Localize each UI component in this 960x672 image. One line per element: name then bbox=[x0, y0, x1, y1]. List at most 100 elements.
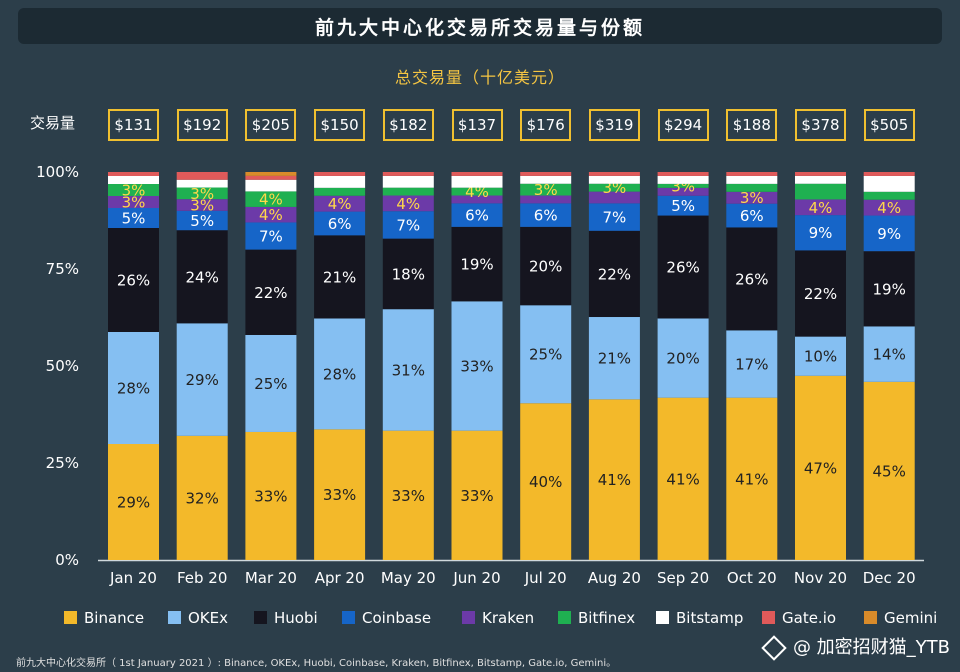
data-label: 6% bbox=[740, 207, 764, 225]
y-tick-label: 75% bbox=[46, 260, 79, 278]
legend-label: Kraken bbox=[482, 609, 534, 627]
bar-segment-coinbase bbox=[726, 203, 778, 228]
data-label: 4% bbox=[809, 199, 833, 217]
legend-swatch bbox=[656, 611, 669, 624]
legend-label: Gate.io bbox=[782, 609, 836, 627]
data-label: 19% bbox=[460, 256, 493, 274]
bar-segment-coinbase bbox=[108, 208, 159, 228]
data-label: 3% bbox=[190, 196, 214, 214]
footnote: 前九大中心化交易所（ 1st January 2021 ）: Binance, … bbox=[16, 658, 617, 669]
bar-segment-okex bbox=[657, 318, 709, 398]
data-label: 31% bbox=[392, 361, 425, 379]
data-label: 45% bbox=[873, 462, 906, 480]
bar-segment-kraken bbox=[863, 199, 915, 216]
bar-segment-huobi bbox=[863, 251, 915, 327]
legend-swatch bbox=[342, 611, 355, 624]
bar-segment-gate-io bbox=[176, 172, 228, 180]
bar-segment-okex bbox=[314, 318, 366, 430]
bar-segment-gate-io bbox=[795, 172, 846, 176]
x-tick-label: Sep 20 bbox=[657, 569, 709, 587]
bar-segment-bitstamp bbox=[176, 179, 228, 188]
data-label: 7% bbox=[396, 216, 420, 234]
watermark: @ 加密招财猫_YTB bbox=[761, 633, 950, 661]
bar-segment-coinbase bbox=[795, 215, 846, 251]
bar-segment-okex bbox=[108, 332, 159, 444]
bar-segment-kraken bbox=[108, 196, 159, 208]
volume-box: $205 bbox=[245, 109, 297, 141]
bar-segment-binance bbox=[451, 430, 503, 560]
bar-segment-binance bbox=[520, 403, 572, 560]
bar-segment-coinbase bbox=[588, 203, 640, 231]
bar-segment-bitfinex bbox=[176, 187, 228, 200]
bar-segment-coinbase bbox=[176, 210, 228, 231]
bar-segment-okex bbox=[245, 334, 297, 432]
y-tick-label: 50% bbox=[46, 357, 79, 375]
data-label: 6% bbox=[534, 207, 558, 225]
volume-box: $182 bbox=[382, 109, 434, 141]
chart-title: 前九大中心化交易所交易量与份额 bbox=[314, 16, 645, 39]
data-label: 25% bbox=[529, 346, 562, 364]
data-label: 20% bbox=[529, 258, 562, 276]
data-label: 4% bbox=[328, 195, 352, 213]
bar-segment-bitstamp bbox=[657, 175, 709, 184]
y-tick-label: 25% bbox=[46, 454, 79, 472]
bar-segment-kraken bbox=[382, 195, 434, 212]
bar-segment-huobi bbox=[657, 215, 709, 319]
bar-segment-bitfinex bbox=[795, 183, 846, 200]
bar-segment-bitfinex bbox=[108, 184, 159, 196]
bar-segment-coinbase bbox=[863, 215, 915, 252]
bar-segment-bitstamp bbox=[314, 175, 366, 188]
bar-segment-huobi bbox=[314, 235, 366, 319]
bar-segment-bitfinex bbox=[657, 183, 709, 188]
bar-segment-bitstamp bbox=[726, 175, 778, 184]
data-label: 18% bbox=[392, 265, 425, 283]
data-label: 6% bbox=[328, 215, 352, 233]
bar-segment-coinbase bbox=[382, 211, 434, 239]
data-label: 33% bbox=[392, 487, 425, 505]
bar-segment-gate-io bbox=[245, 175, 297, 180]
x-tick-label: Oct 20 bbox=[727, 569, 777, 587]
data-label: 21% bbox=[323, 268, 356, 286]
bar-segment-gate-io bbox=[588, 172, 640, 176]
data-label: 33% bbox=[460, 487, 493, 505]
data-label: 3% bbox=[534, 181, 558, 199]
data-label: 29% bbox=[117, 494, 150, 512]
data-label: 4% bbox=[877, 199, 901, 217]
bar-segment-binance bbox=[795, 375, 846, 560]
bar-segment-bitfinex bbox=[314, 187, 366, 196]
bar-segment-bitstamp bbox=[795, 175, 846, 184]
volume-row-label: 交易量 bbox=[30, 114, 76, 132]
data-label: 25% bbox=[254, 375, 287, 393]
data-label: 5% bbox=[190, 212, 214, 230]
data-label: 28% bbox=[117, 380, 150, 398]
data-label: 22% bbox=[254, 284, 287, 302]
bar-segment-gate-io bbox=[520, 172, 572, 176]
data-label: 47% bbox=[804, 459, 837, 477]
volume-box: $188 bbox=[726, 109, 778, 141]
chart-subtitle: 总交易量（十亿美元） bbox=[394, 68, 565, 87]
data-label: 9% bbox=[877, 225, 901, 243]
bar-segment-okex bbox=[588, 317, 640, 400]
watermark-text: @ 加密招财猫_YTB bbox=[792, 637, 950, 658]
bar-segment-kraken bbox=[245, 206, 297, 223]
bar-segment-bitstamp bbox=[382, 175, 434, 188]
chart-title-bar: 前九大中心化交易所交易量与份额 bbox=[18, 8, 942, 44]
volume-box: $294 bbox=[657, 109, 709, 141]
bar-segment-gate-io bbox=[657, 172, 709, 176]
data-label: 4% bbox=[396, 195, 420, 213]
data-label: 41% bbox=[598, 471, 631, 489]
legend-swatch bbox=[64, 611, 77, 624]
data-label: 7% bbox=[259, 228, 283, 246]
data-label: 21% bbox=[598, 350, 631, 368]
bar-segment-huobi bbox=[108, 228, 159, 332]
bar-segment-kraken bbox=[795, 199, 846, 216]
x-tick-label: Jan 20 bbox=[109, 569, 157, 587]
bar-segment-bitstamp bbox=[108, 176, 159, 184]
data-label: 14% bbox=[873, 346, 906, 364]
x-tick-label: Dec 20 bbox=[863, 569, 916, 587]
data-label: 20% bbox=[666, 350, 699, 368]
bar-segment-bitfinex bbox=[726, 183, 778, 192]
bar-segment-gemini bbox=[245, 172, 297, 176]
legend-label: Bitstamp bbox=[676, 609, 743, 627]
legend-label: Coinbase bbox=[362, 609, 431, 627]
